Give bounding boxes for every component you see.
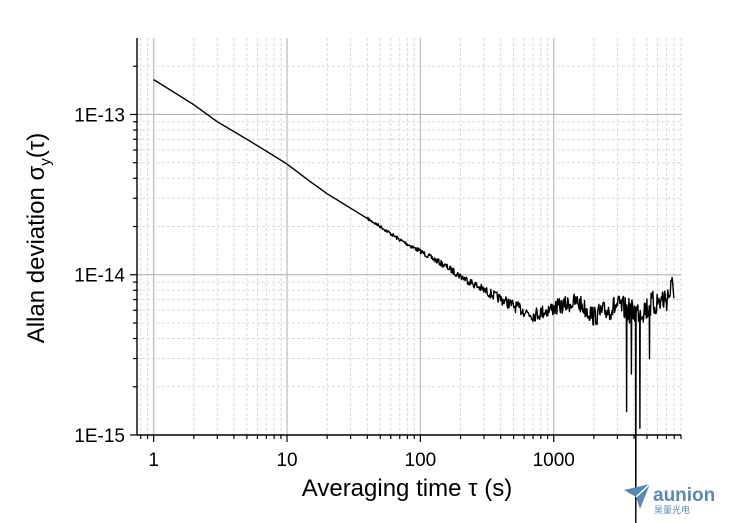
tick-labels: 1 10 100 1000 1E-15 1E-14 1E-13: [74, 105, 575, 471]
series-layer: [153, 79, 675, 523]
logo-name: aunion: [653, 485, 715, 506]
grid: [137, 38, 682, 436]
x-axis-title: Averaging time τ (s): [302, 475, 512, 502]
y-tick-label: 1E-13: [74, 105, 125, 126]
ticks: [130, 65, 682, 442]
y-axis-title: Allan deviation σy(τ): [23, 133, 54, 344]
x-tick-label: 1: [148, 450, 159, 471]
logo-arrow-icon-inner: [635, 483, 651, 498]
y-axis-title-main: Allan deviation σ: [23, 166, 50, 344]
series-line-0: [153, 79, 675, 523]
logo-subtitle: 昊量光电: [654, 504, 690, 515]
x-tick-label: 100: [405, 450, 437, 471]
x-tick-label: 1000: [533, 450, 575, 471]
aunion-logo: aunion 昊量光电: [624, 483, 715, 515]
y-tick-label: 1E-15: [74, 426, 125, 447]
axes: [136, 38, 681, 436]
x-tick-label: 10: [276, 450, 297, 471]
y-axis-title-tail: (τ): [23, 133, 50, 158]
y-axis-title-subscript: y: [37, 158, 54, 166]
y-tick-label: 1E-14: [74, 266, 125, 287]
